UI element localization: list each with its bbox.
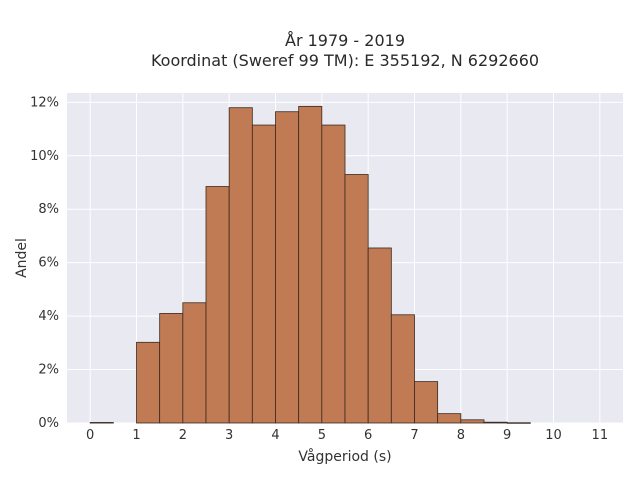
bars <box>89 105 531 424</box>
x-tick-label: 5 <box>318 428 326 443</box>
x-axis-label: Vågperiod (s) <box>298 448 391 465</box>
chart-title-line1: År 1979 - 2019 <box>285 31 405 50</box>
histogram-bar <box>159 313 184 424</box>
histogram-bar <box>298 105 323 424</box>
histogram-bar <box>321 124 346 424</box>
chart-title-line2: Koordinat (Sweref 99 TM): E 355192, N 62… <box>151 51 539 70</box>
y-tick-label: 4% <box>38 309 59 324</box>
y-tick-label: 12% <box>30 95 59 110</box>
histogram-bar <box>390 314 415 424</box>
y-tick-labels: 0% 2% 4% 6% 8% 10% 12% <box>30 95 59 431</box>
histogram-bar <box>483 421 508 424</box>
y-tick-label: 0% <box>38 416 59 431</box>
y-tick-label: 10% <box>30 149 59 164</box>
x-tick-labels: 0 1 2 3 4 5 6 7 8 9 10 11 <box>86 428 608 443</box>
histogram-bar <box>251 124 276 424</box>
histogram-bar <box>89 422 114 424</box>
histogram-bar <box>344 174 369 424</box>
histogram-bar <box>437 413 462 424</box>
x-tick-label: 1 <box>132 428 140 443</box>
y-tick-label: 6% <box>38 256 59 271</box>
y-axis-label: Andel <box>14 238 30 278</box>
x-tick-label: 9 <box>503 428 511 443</box>
histogram-bar <box>182 302 207 424</box>
histogram-bar <box>414 381 439 424</box>
x-tick-label: 6 <box>364 428 372 443</box>
x-tick-label: 2 <box>179 428 187 443</box>
histogram-bar <box>367 247 392 424</box>
histogram-bar <box>506 422 531 424</box>
x-tick-label: 10 <box>545 428 562 443</box>
x-tick-label: 0 <box>86 428 94 443</box>
x-tick-label: 8 <box>457 428 465 443</box>
x-tick-label: 7 <box>410 428 418 443</box>
histogram-bar <box>275 111 300 424</box>
histogram-bar <box>460 419 485 424</box>
histogram-bar <box>228 107 253 424</box>
y-tick-label: 8% <box>38 202 59 217</box>
x-tick-label: 11 <box>592 428 609 443</box>
x-tick-label: 4 <box>271 428 279 443</box>
histogram-bar <box>136 341 161 424</box>
x-tick-label: 3 <box>225 428 233 443</box>
y-tick-label: 2% <box>38 363 59 378</box>
histogram-bar <box>205 186 230 424</box>
